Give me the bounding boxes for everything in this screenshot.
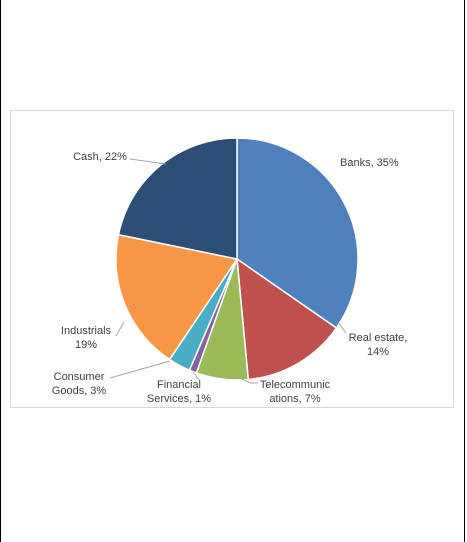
pie-slice-cash xyxy=(117,137,238,260)
pie-slice-banks xyxy=(236,137,359,330)
pie-slice-real-estate xyxy=(236,257,338,381)
data-label-cash: Cash, 22% xyxy=(73,151,127,163)
data-label-financial-services: Financial Services, 1% xyxy=(147,379,211,405)
data-label-industrials: Industrials 19% xyxy=(61,325,112,351)
data-label-telecommunications: Telecommunic ations, 7% xyxy=(260,379,331,405)
data-label-real-estate: Real estate, 14% xyxy=(349,332,408,358)
pie-slice-industrials xyxy=(115,233,239,361)
data-label-banks: Banks, 35% xyxy=(340,157,399,169)
data-label-consumer-goods: Consumer Goods, 3% xyxy=(52,371,107,397)
leader-line xyxy=(337,321,347,334)
leader-line xyxy=(109,360,171,379)
leader-line xyxy=(129,158,167,165)
leader-line xyxy=(115,321,125,337)
leader-line xyxy=(192,371,200,381)
leader-line xyxy=(233,374,258,384)
